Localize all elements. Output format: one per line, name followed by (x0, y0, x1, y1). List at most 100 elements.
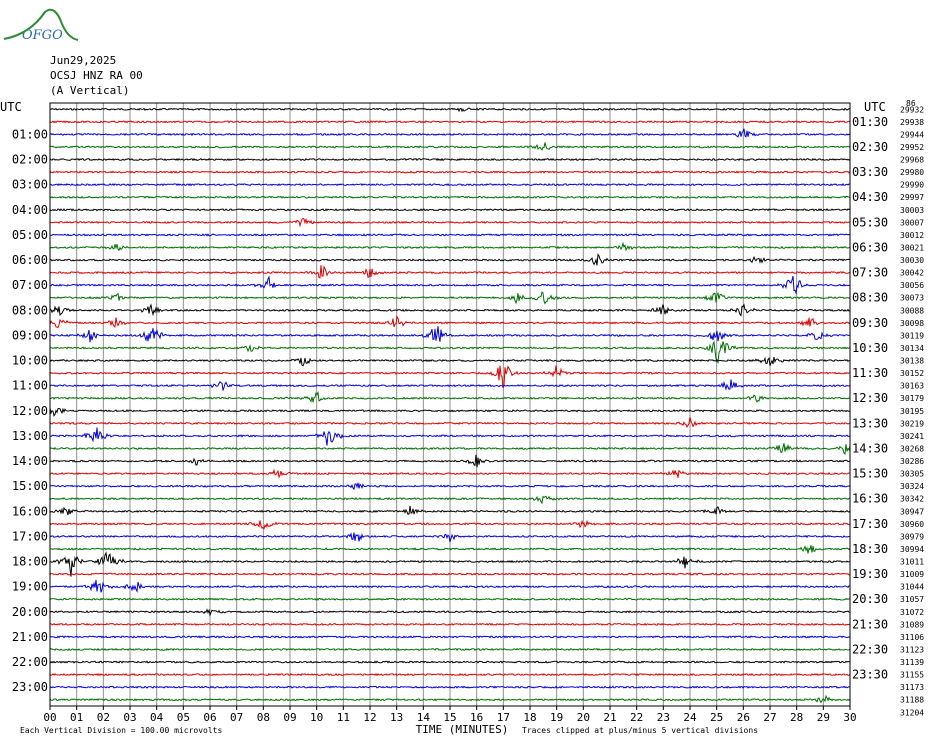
trace-line (49, 482, 851, 491)
trace-count: 30056 (900, 281, 924, 290)
trace-count: 31044 (900, 583, 924, 592)
trace-count: 29990 (900, 181, 924, 190)
right-hour-label: 07:30 (852, 266, 888, 280)
left-hour-label: 14:00 (12, 454, 48, 468)
trace-line (49, 170, 851, 174)
right-hour-label: 11:30 (852, 366, 888, 380)
trace-count: 30021 (900, 243, 924, 252)
left-hour-label: 23:00 (12, 680, 48, 694)
trace-line (49, 120, 851, 124)
right-hour-label: 02:30 (852, 140, 888, 154)
trace-count-top: 86 (906, 99, 916, 108)
trace-count: 31106 (900, 633, 924, 642)
trace-line (49, 635, 851, 639)
trace-line (49, 660, 851, 664)
left-hour-label: 10:00 (12, 354, 48, 368)
trace-count: 30003 (900, 206, 924, 215)
trace-line (49, 265, 851, 279)
header-component: (A Vertical) (50, 84, 130, 97)
trace-line (49, 208, 851, 212)
trace-count: 31057 (900, 595, 924, 604)
x-tick-label: 12 (363, 711, 376, 724)
trace-line (49, 468, 851, 479)
trace-line (49, 545, 851, 554)
trace-count: 31011 (900, 558, 924, 567)
trace-line (49, 579, 850, 594)
trace-line (49, 519, 851, 530)
trace-count: 30342 (900, 495, 924, 504)
left-hour-label: 11:00 (12, 379, 48, 393)
trace-line (49, 217, 851, 228)
x-tick-label: 05 (177, 711, 190, 724)
trace-count: 29932 (900, 105, 924, 114)
trace-line (49, 495, 851, 505)
left-hour-label: 21:00 (12, 630, 48, 644)
x-tick-label: 22 (630, 711, 643, 724)
left-hour-label: 19:00 (12, 580, 48, 594)
x-tick-label: 11 (337, 711, 350, 724)
trace-count: 30012 (900, 231, 924, 240)
trace-count: 30163 (900, 382, 924, 391)
trace-count: 30042 (900, 269, 924, 278)
trace-line (49, 685, 851, 689)
left-hour-label: 08:00 (12, 303, 48, 317)
left-hour-label: 13:00 (12, 429, 48, 443)
trace-line (49, 128, 851, 138)
trace-count: 30119 (900, 331, 924, 340)
right-hour-label: 05:30 (852, 215, 888, 229)
trace-count: 29980 (900, 168, 924, 177)
right-hour-label: 17:30 (852, 517, 888, 531)
left-hour-label: 05:00 (12, 228, 48, 242)
x-tick-label: 03 (123, 711, 136, 724)
left-hour-label: 02:00 (12, 153, 48, 167)
header-station: OCSJ HNZ RA 00 (50, 69, 143, 82)
trace-count: 29968 (900, 156, 924, 165)
right-hour-label: 22:30 (852, 642, 888, 656)
x-tick-label: 08 (257, 711, 270, 724)
x-tick-label: 30 (843, 711, 856, 724)
trace-count: 30138 (900, 357, 924, 366)
trace-count: 30947 (900, 507, 924, 516)
right-hour-label: 06:30 (852, 240, 888, 254)
trace-line (49, 694, 851, 704)
trace-count: 30088 (900, 306, 924, 315)
left-hour-label: 04:00 (12, 203, 48, 217)
x-tick-label: 00 (43, 711, 56, 724)
trace-line (49, 597, 851, 601)
x-tick-label: 06 (203, 711, 216, 724)
trace-count: 30073 (900, 294, 924, 303)
trace-count: 30268 (900, 444, 924, 453)
scale-note: Each Vertical Division = 100.00 microvol… (20, 726, 222, 735)
x-tick-label: 23 (657, 711, 670, 724)
left-hour-label: 16:00 (12, 504, 48, 518)
trace-line (49, 157, 851, 162)
left-hour-label: 20:00 (12, 605, 48, 619)
x-tick-label: 17 (497, 711, 510, 724)
right-hour-label: 03:30 (852, 165, 888, 179)
left-axis-title: UTC (0, 100, 22, 114)
trace-count: 29938 (900, 118, 924, 127)
trace-count: 31089 (900, 620, 924, 629)
x-axis-label: TIME (MINUTES) (416, 723, 509, 736)
trace-count: 30979 (900, 532, 924, 541)
right-hour-label: 16:30 (852, 492, 888, 506)
trace-line (49, 407, 851, 417)
x-tick-label: 20 (577, 711, 590, 724)
left-hour-label: 09:00 (12, 328, 48, 342)
x-tick-label: 29 (817, 711, 830, 724)
trace-line (49, 505, 851, 516)
left-hour-label: 18:00 (12, 555, 48, 569)
trace-count: 30994 (900, 545, 924, 554)
trace-line (49, 195, 851, 199)
trace-line (49, 647, 851, 652)
right-hour-label: 21:30 (852, 617, 888, 631)
trace-line (49, 427, 851, 446)
trace-count: 29952 (900, 143, 924, 152)
trace-line (50, 233, 851, 237)
x-tick-label: 28 (790, 711, 803, 724)
trace-count: 31155 (900, 671, 924, 680)
trace-count: 31072 (900, 608, 924, 617)
right-hour-label: 04:30 (852, 190, 888, 204)
trace-count: 31009 (900, 570, 924, 579)
right-hour-label: 18:30 (852, 542, 888, 556)
